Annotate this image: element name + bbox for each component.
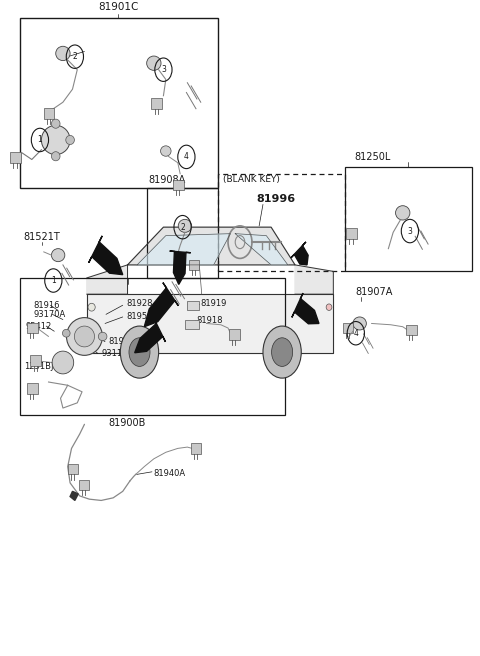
Text: 1: 1 [51,276,56,285]
Polygon shape [87,265,128,294]
Circle shape [263,326,301,378]
Circle shape [129,338,150,367]
Ellipse shape [396,206,410,220]
Ellipse shape [66,135,74,144]
Text: 4: 4 [184,152,189,161]
Bar [147,188,218,278]
Bar [20,18,218,188]
Bar [44,108,54,119]
Text: 93170A: 93170A [33,310,65,319]
Bar [173,180,183,190]
Ellipse shape [56,47,70,60]
Text: 81928: 81928 [127,299,153,308]
Text: 1: 1 [37,136,42,144]
Polygon shape [291,242,308,265]
Text: 81521T: 81521T [24,232,60,242]
Text: 3: 3 [408,226,412,236]
Bar [10,152,21,163]
Text: 81907A: 81907A [356,287,393,297]
Text: 4: 4 [353,329,358,338]
Polygon shape [87,294,333,353]
Bar [185,319,199,329]
Text: 81919: 81919 [201,299,227,308]
Bar [27,323,37,333]
Text: (BLANK KEY): (BLANK KEY) [223,174,280,184]
Bar [187,300,199,310]
Ellipse shape [98,332,107,340]
Text: 81918: 81918 [196,316,222,325]
Ellipse shape [67,318,102,356]
Ellipse shape [353,317,366,330]
Ellipse shape [74,326,95,347]
Bar [189,260,199,270]
Polygon shape [128,227,295,265]
Ellipse shape [51,119,60,129]
Text: 1231BJ: 1231BJ [24,362,53,371]
Polygon shape [292,293,319,324]
Text: 81952A: 81952A [108,337,141,346]
Text: 81908A: 81908A [148,175,185,185]
Bar [152,98,162,109]
Text: 81250L: 81250L [355,152,391,162]
Polygon shape [169,251,191,285]
Polygon shape [135,318,166,353]
Bar [346,228,357,239]
Polygon shape [295,265,333,294]
Bar [343,323,353,333]
Text: 95412: 95412 [25,321,52,331]
Text: 81901C: 81901C [98,3,138,12]
Polygon shape [235,234,288,265]
Text: 81996: 81996 [257,194,296,205]
Polygon shape [137,234,230,265]
Bar [191,443,201,453]
Ellipse shape [51,249,65,262]
Bar [218,174,345,272]
Ellipse shape [147,56,161,70]
Circle shape [272,338,293,367]
Text: 93110B: 93110B [101,349,133,358]
Text: 2: 2 [72,52,77,61]
Bar [79,480,89,490]
Ellipse shape [178,219,192,232]
Bar [20,278,286,415]
Ellipse shape [326,304,332,310]
Text: 81958: 81958 [127,312,153,321]
Polygon shape [70,491,78,501]
Bar [27,383,37,394]
Ellipse shape [160,146,171,156]
Bar [229,329,240,340]
Ellipse shape [41,125,70,155]
Text: 81940A: 81940A [153,468,185,478]
Text: 2: 2 [180,222,185,232]
Text: 3: 3 [161,65,166,74]
Ellipse shape [62,329,70,337]
Ellipse shape [52,351,74,374]
Polygon shape [144,283,179,327]
Ellipse shape [51,152,60,161]
Bar [30,356,41,366]
Circle shape [120,326,158,378]
Bar [345,167,472,272]
Polygon shape [89,236,123,275]
Text: 81900B: 81900B [109,418,146,428]
Ellipse shape [88,303,95,311]
Text: 81916: 81916 [33,300,60,310]
Bar [68,464,78,474]
Bar [406,325,417,335]
